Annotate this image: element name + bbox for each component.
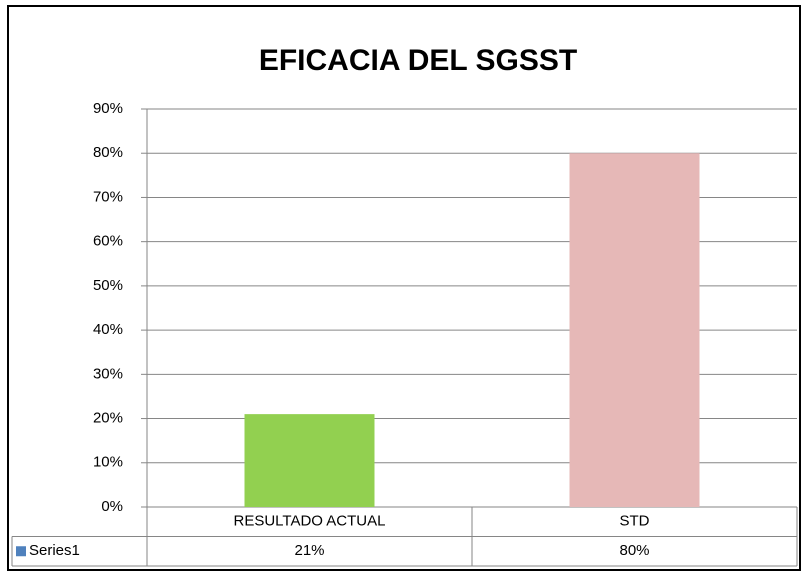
- bar: [569, 153, 700, 507]
- y-tick-label: 40%: [93, 321, 123, 338]
- y-tick-label: 30%: [93, 365, 123, 382]
- y-tick-label: 0%: [101, 498, 123, 515]
- chart-title: EFICACIA DEL SGSST: [259, 44, 577, 77]
- x-tick-label: RESULTADO ACTUAL: [234, 513, 386, 530]
- x-tick-label: STD: [620, 513, 650, 530]
- bar: [244, 414, 375, 507]
- legend-swatch: [16, 546, 26, 557]
- table-value: 21%: [294, 542, 324, 559]
- y-tick-label: 50%: [93, 277, 123, 294]
- y-tick-label: 80%: [93, 144, 123, 161]
- y-tick-label: 10%: [93, 454, 123, 471]
- y-tick-label: 20%: [93, 410, 123, 427]
- y-tick-label: 60%: [93, 233, 123, 250]
- legend-label: Series1: [29, 542, 80, 559]
- y-tick-label: 70%: [93, 188, 123, 205]
- y-tick-label: 90%: [93, 100, 123, 117]
- table-value: 80%: [619, 542, 649, 559]
